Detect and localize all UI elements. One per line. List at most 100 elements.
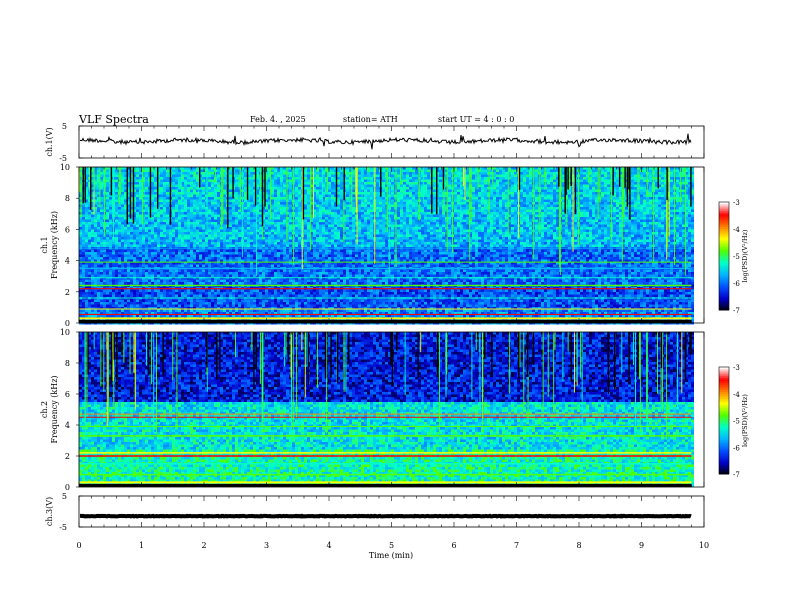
psd-cell [466,185,469,188]
psd-cell [439,190,442,193]
psd-cell [259,205,262,208]
psd-cell [229,205,232,208]
psd-cell [154,222,157,225]
psd-cell [415,182,418,185]
psd-cell [271,187,274,190]
psd-cell [124,212,127,215]
psd-cell [322,220,325,223]
psd-cell [160,220,163,223]
psd-cell [295,222,298,225]
psd-cell [172,217,175,220]
psd-cell [391,190,394,193]
psd-cell [412,212,415,215]
psd-cell [499,202,502,205]
psd-cell [382,172,385,175]
psd-cell [340,192,343,195]
psd-cell [493,185,496,188]
psd-cell [328,172,331,175]
psd-cell [448,192,451,195]
psd-cell [274,195,277,198]
psd-cell [115,192,118,195]
psd-cell [580,180,583,183]
psd-cell [403,180,406,183]
psd-cell [463,205,466,208]
psd-cell [250,217,253,220]
psd-cell [244,217,247,220]
psd-cell [634,180,637,183]
psd-cell [403,222,406,225]
psd-cell [424,172,427,175]
psd-cell [646,197,649,200]
psd-cell [88,225,91,228]
psd-cell [238,222,241,225]
psd-cell [277,195,280,198]
psd-cell [427,205,430,208]
psd-cell [403,197,406,200]
psd-cell [457,172,460,175]
psd-cell [184,180,187,183]
psd-cell [475,177,478,180]
psd-cell [613,220,616,223]
waveform-trace-0 [80,134,691,150]
psd-cell [214,220,217,223]
psd-cell [391,202,394,205]
psd-cell [190,217,193,220]
psd-cell [190,222,193,225]
psd-cell [523,207,526,210]
psd-cell [250,185,253,188]
psd-cell [280,215,283,218]
psd-cell [223,175,226,178]
psd-cell [400,200,403,203]
psd-cell [235,210,238,213]
psd-cell [415,217,418,220]
psd-cell [145,225,148,228]
psd-cell [661,182,664,185]
psd-cell [475,170,478,173]
psd-cell [145,217,148,220]
psd-cell [79,192,82,195]
psd-cell [601,207,604,210]
psd-cell [91,205,94,208]
psd-cell [322,212,325,215]
psd-cell [433,210,436,213]
psd-cell [505,200,508,203]
psd-cell [295,197,298,200]
psd-cell [382,222,385,225]
psd-cell [202,225,205,228]
psd-cell [106,172,109,175]
psd-cell [283,225,286,228]
psd-cell [679,207,682,210]
psd-cell [160,185,163,188]
psd-cell [322,215,325,218]
psd-cell [289,187,292,190]
psd-cell [616,220,619,223]
psd-cell [457,190,460,193]
psd-cell [448,217,451,220]
psd-cell [334,220,337,223]
psd-cell [196,210,199,213]
psd-cell [592,222,595,225]
psd-cell [316,185,319,188]
psd-cell [187,200,190,203]
psd-cell [586,195,589,198]
psd-cell [208,217,211,220]
psd-cell [529,187,532,190]
psd-cell [382,185,385,188]
psd-cell [340,182,343,185]
psd-cell [184,185,187,188]
psd-cell [370,217,373,220]
psd-cell [307,192,310,195]
psd-cell [643,202,646,205]
psd-cell [229,222,232,225]
psd-cell [85,207,88,210]
psd-cell [427,192,430,195]
psd-cell [325,202,328,205]
psd-cell [490,192,493,195]
psd-cell [172,192,175,195]
psd-cell [427,172,430,175]
psd-cell [643,192,646,195]
psd-cell [286,175,289,178]
psd-cell [370,177,373,180]
psd-cell [448,177,451,180]
psd-cell [589,172,592,175]
